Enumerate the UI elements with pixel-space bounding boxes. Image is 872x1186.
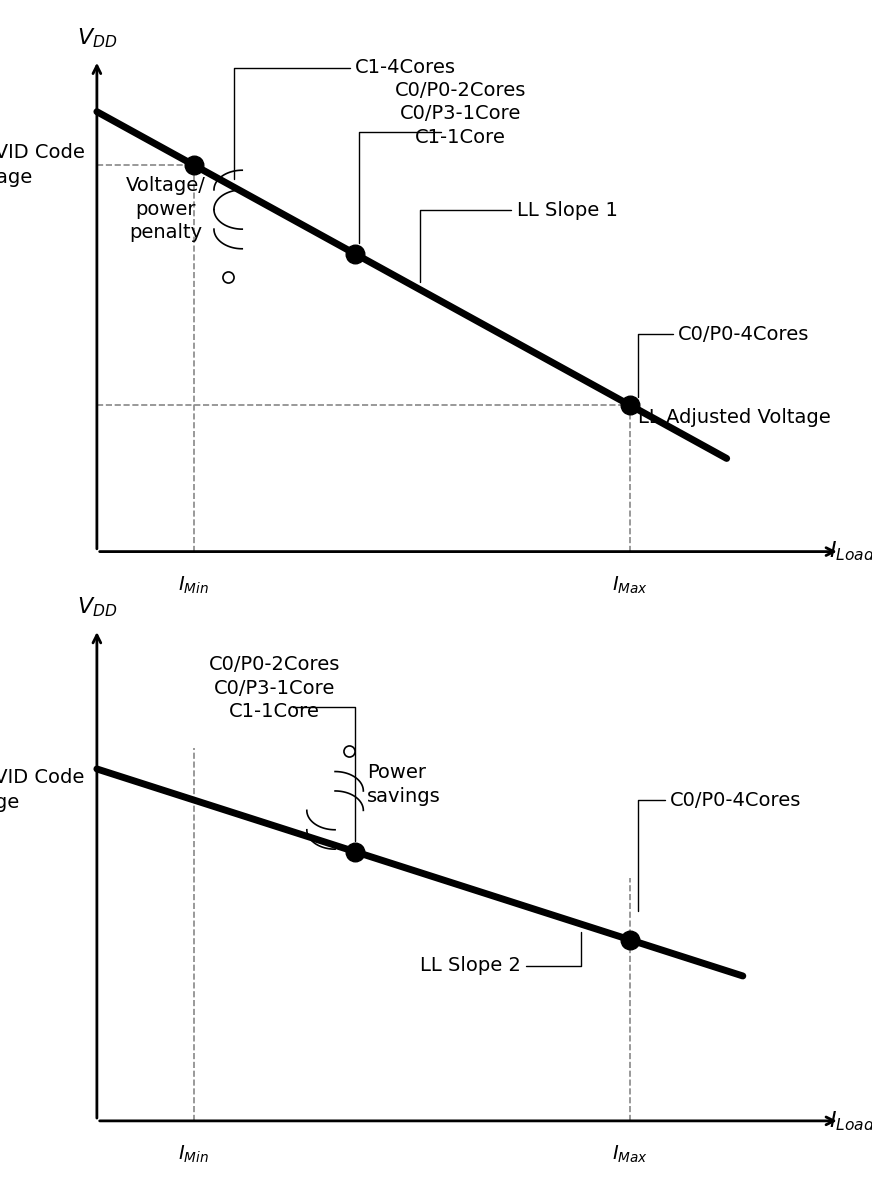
- Text: $V_{DD}$: $V_{DD}$: [77, 595, 117, 619]
- Point: [348, 842, 362, 861]
- Point: [187, 155, 201, 174]
- Text: Power
savings: Power savings: [367, 764, 441, 805]
- Text: $I_{Min}$: $I_{Min}$: [178, 1144, 209, 1166]
- Text: C0/P0-4Cores: C0/P0-4Cores: [637, 325, 809, 397]
- Text: $I_{Load}$: $I_{Load}$: [828, 540, 872, 563]
- Text: LL Slope 1: LL Slope 1: [419, 200, 617, 281]
- Text: C0/P0-4Cores: C0/P0-4Cores: [637, 791, 801, 911]
- Text: LL Adjusted Voltage: LL Adjusted Voltage: [637, 408, 831, 427]
- Point: [348, 244, 362, 263]
- Text: C1-4Cores: C1-4Cores: [235, 58, 456, 179]
- Text: FIG. 2A: FIG. 2A: [386, 630, 486, 658]
- Point: [623, 930, 637, 949]
- Text: LL Slope 2: LL Slope 2: [419, 932, 582, 975]
- Text: C0/P0-2Cores
C0/P3-1Core
C1-1Core: C0/P0-2Cores C0/P3-1Core C1-1Core: [208, 655, 340, 721]
- Text: Alternative VID Code
Voltage: Alternative VID Code Voltage: [0, 767, 85, 811]
- Text: $I_{Max}$: $I_{Max}$: [612, 575, 648, 597]
- Text: $I_{Min}$: $I_{Min}$: [178, 575, 209, 597]
- Text: $I_{Load}$: $I_{Load}$: [828, 1109, 872, 1133]
- Text: $V_{DD}$: $V_{DD}$: [77, 26, 117, 50]
- Text: $I_{Max}$: $I_{Max}$: [612, 1144, 648, 1166]
- Text: C0/P0-2Cores
C0/P3-1Core
C1-1Core: C0/P0-2Cores C0/P3-1Core C1-1Core: [394, 81, 526, 147]
- Text: Nominal VID Code
Voltage: Nominal VID Code Voltage: [0, 144, 85, 187]
- Point: [623, 396, 637, 415]
- Text: Voltage/
power
penalty: Voltage/ power penalty: [126, 177, 206, 242]
